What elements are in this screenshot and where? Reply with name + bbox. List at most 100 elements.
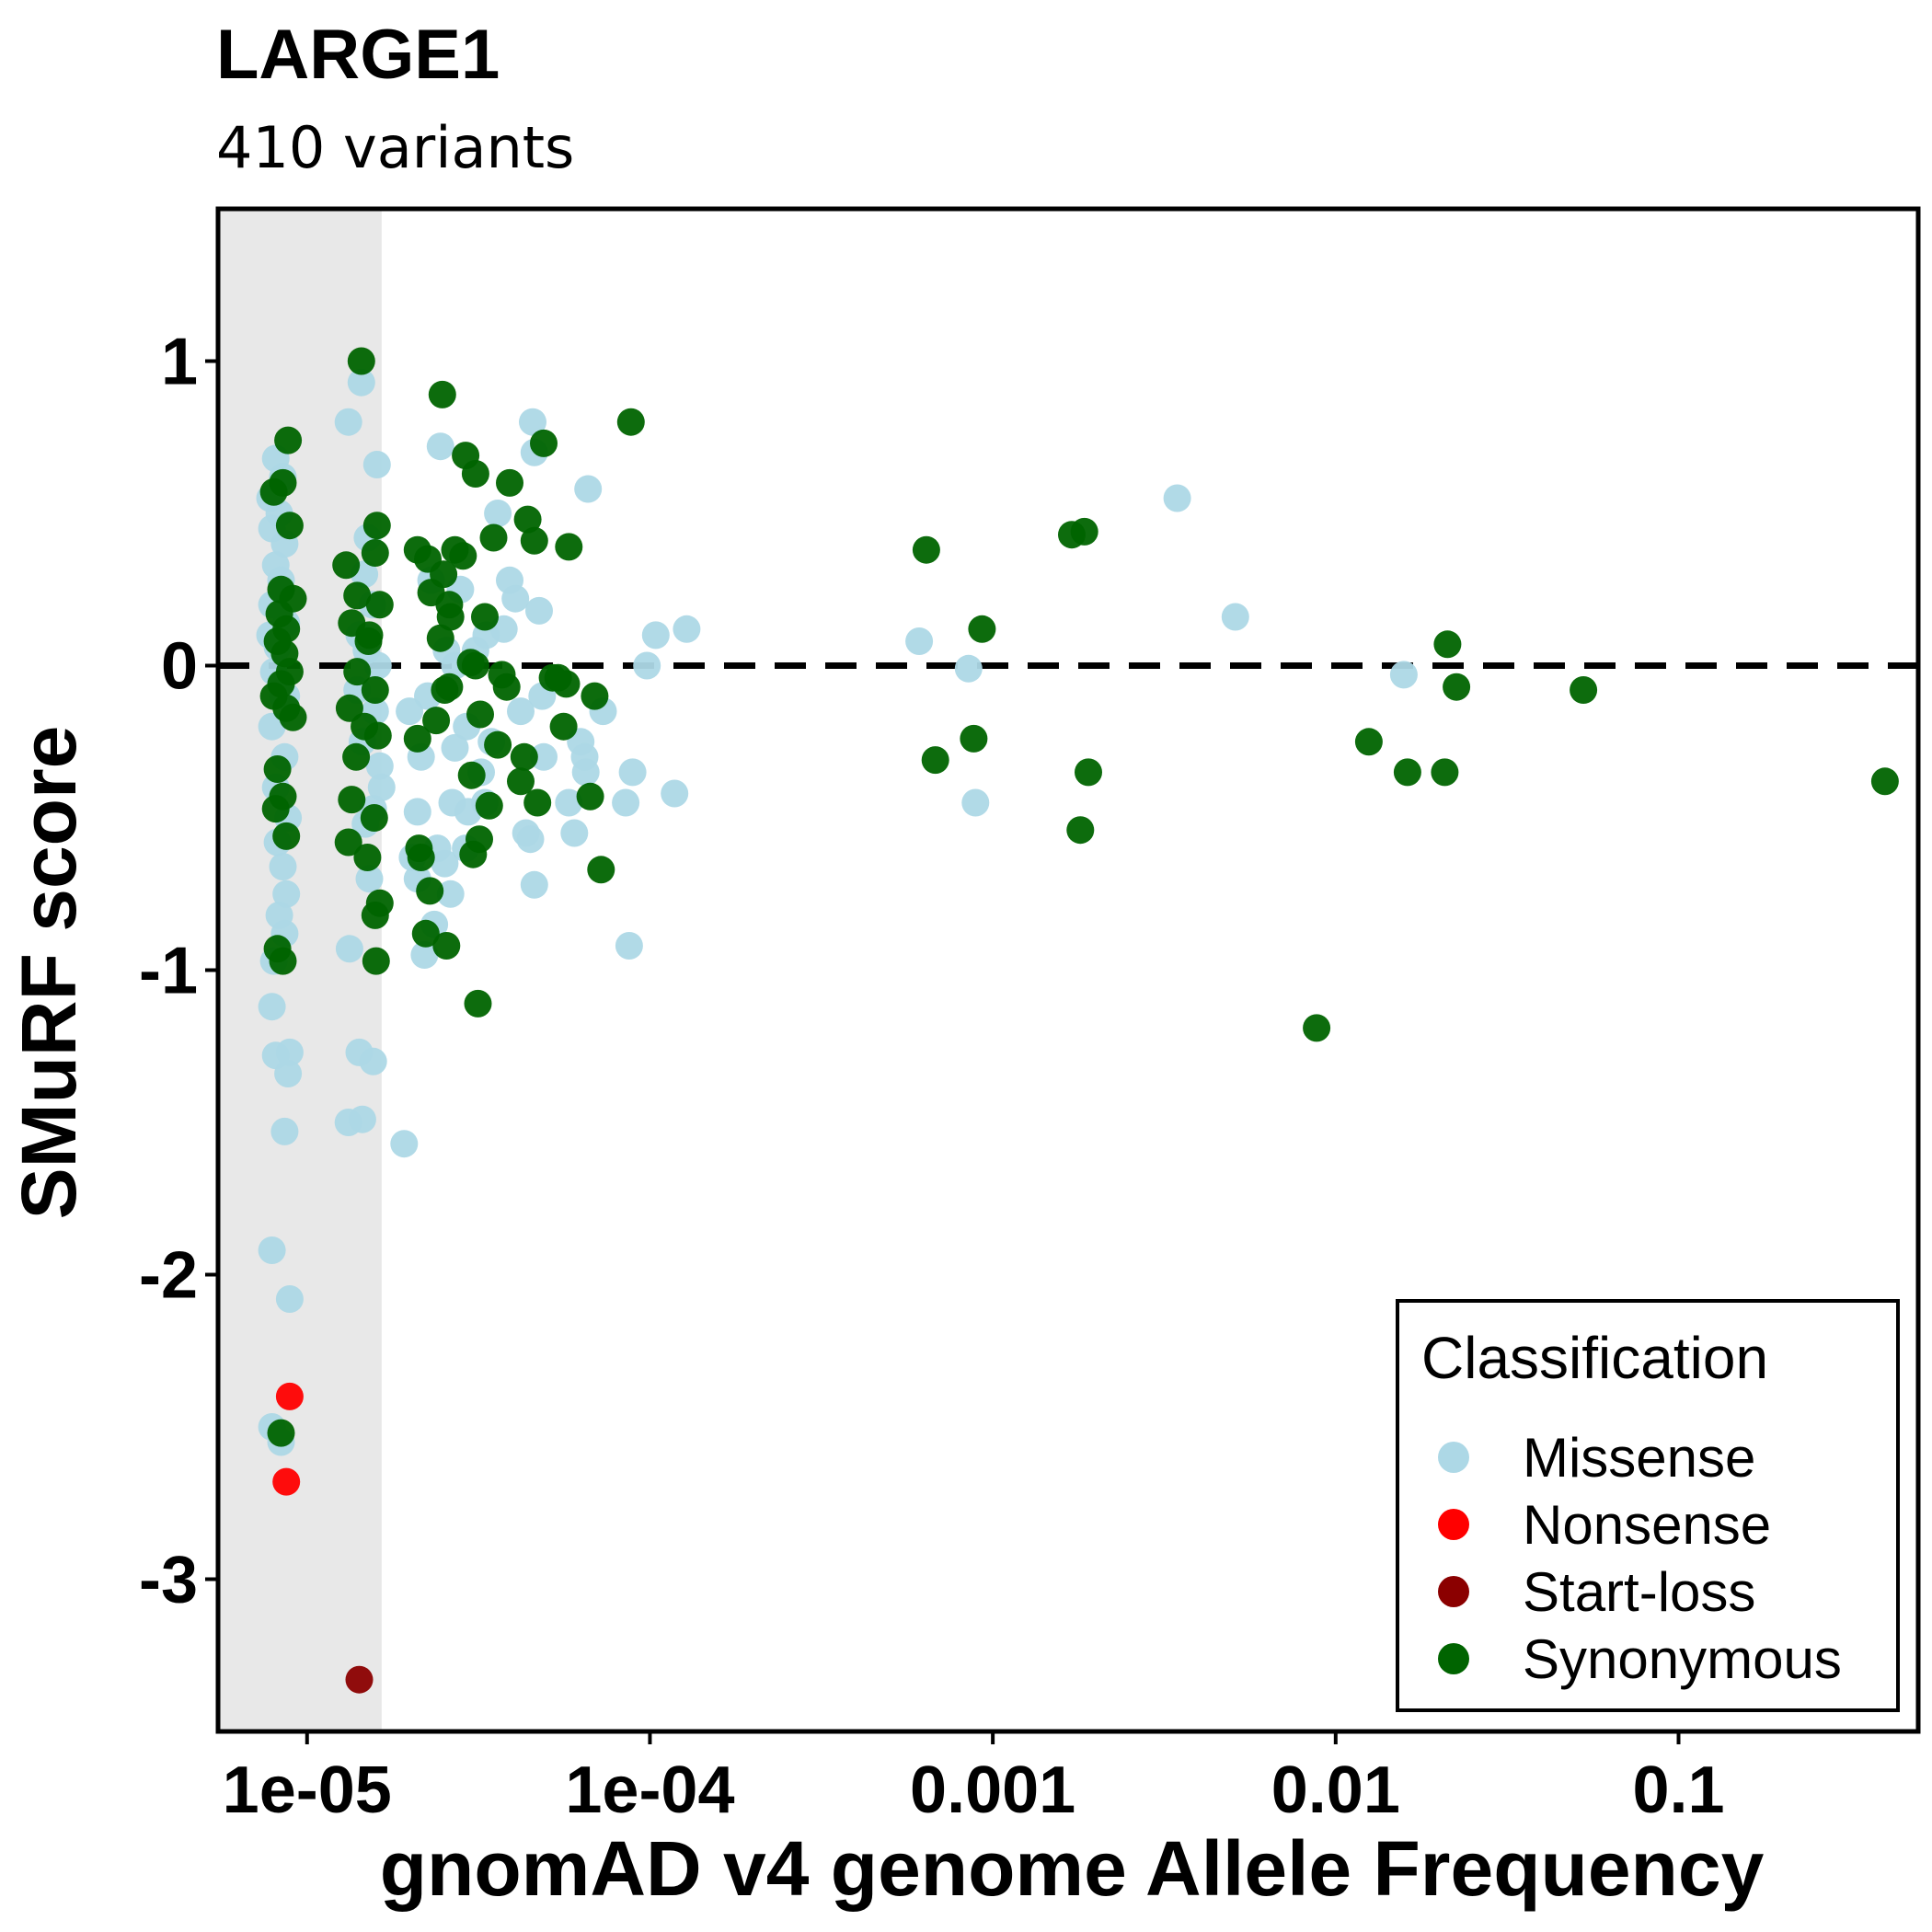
point-missense (516, 825, 545, 854)
point-synonymous (407, 844, 435, 871)
point-missense (574, 475, 603, 503)
point-missense (347, 368, 375, 397)
point-synonymous (457, 761, 486, 789)
point-missense (525, 596, 553, 625)
x-axis-title: gnomAD v4 genome Allele Frequency (380, 1825, 1765, 1912)
point-synonymous (960, 724, 988, 753)
y-tick-label: -2 (139, 1239, 198, 1313)
point-synonymous (261, 795, 290, 823)
point-synonymous (263, 755, 292, 783)
point-start-loss (345, 1665, 374, 1694)
point-synonymous (520, 526, 548, 555)
point-missense (615, 932, 643, 960)
point-missense (270, 1117, 299, 1145)
point-nonsense (275, 1382, 304, 1410)
legend-label: Missense (1523, 1427, 1755, 1489)
point-synonymous (269, 947, 297, 975)
series-missense (256, 368, 1418, 1456)
point-missense (441, 733, 469, 762)
point-synonymous (466, 825, 493, 854)
point-synonymous (968, 615, 996, 643)
point-synonymous (555, 533, 583, 561)
point-synonymous (475, 791, 503, 820)
point-missense (1389, 661, 1418, 689)
point-synonymous (360, 804, 388, 832)
point-missense (348, 1105, 376, 1133)
chart-subtitle: 410 variants (216, 114, 574, 181)
legend-swatch (1438, 1576, 1469, 1607)
point-missense (571, 758, 600, 787)
point-synonymous (342, 742, 371, 771)
point-synonymous (426, 624, 454, 652)
legend-item-synonymous: Synonymous (1438, 1628, 1842, 1690)
x-tick-label: 1e-05 (223, 1754, 392, 1827)
point-missense (365, 752, 394, 780)
point-missense (905, 627, 934, 655)
point-synonymous (365, 591, 394, 619)
point-missense (403, 798, 431, 826)
point-missense (355, 865, 384, 893)
x-tick-label: 0.1 (1632, 1754, 1724, 1827)
point-missense (612, 788, 640, 817)
point-synonymous (576, 782, 604, 811)
point-synonymous (1303, 1014, 1331, 1042)
series-synonymous (259, 347, 1899, 1447)
point-synonymous (361, 676, 389, 704)
legend-item-start-loss: Start-loss (1438, 1561, 1755, 1623)
point-synonymous (461, 651, 489, 680)
point-synonymous (338, 786, 366, 814)
point-missense (1163, 484, 1191, 512)
point-synonymous (523, 788, 552, 817)
point-missense (426, 432, 454, 461)
point-synonymous (411, 919, 440, 948)
legend-item-nonsense: Nonsense (1438, 1494, 1771, 1556)
point-synonymous (1433, 630, 1462, 659)
point-synonymous (428, 380, 456, 408)
point-synonymous (274, 426, 303, 454)
point-synonymous (449, 542, 477, 570)
legend-item-missense: Missense (1438, 1427, 1755, 1489)
point-synonymous (267, 1419, 295, 1447)
point-missense (673, 615, 701, 643)
point-synonymous (403, 724, 431, 753)
point-missense (258, 1236, 286, 1264)
point-synonymous (549, 712, 578, 741)
point-synonymous (259, 477, 288, 506)
legend-title: Classification (1421, 1325, 1768, 1391)
point-nonsense (272, 1467, 301, 1496)
point-synonymous (272, 822, 301, 850)
point-synonymous (416, 877, 444, 905)
point-synonymous (1443, 673, 1471, 701)
chart-title: LARGE1 (216, 16, 500, 94)
low-frequency-shaded-region (218, 209, 382, 1731)
y-tick-label: -3 (139, 1544, 198, 1617)
point-missense (275, 1038, 304, 1066)
point-missense (390, 1130, 419, 1158)
point-synonymous (363, 721, 392, 750)
point-synonymous (921, 746, 949, 775)
point-missense (334, 408, 362, 436)
point-synonymous (362, 947, 390, 975)
point-missense (274, 1060, 303, 1087)
point-synonymous (335, 694, 363, 722)
point-missense (275, 1285, 304, 1313)
point-synonymous (479, 523, 508, 552)
point-synonymous (435, 673, 464, 701)
point-synonymous (361, 901, 389, 929)
legend-box (1396, 1299, 1900, 1712)
point-missense (396, 697, 424, 726)
x-tick-label: 0.001 (910, 1754, 1075, 1827)
point-synonymous (1354, 728, 1383, 756)
point-synonymous (1870, 767, 1899, 796)
point-synonymous (332, 551, 361, 580)
point-missense (661, 779, 689, 808)
point-synonymous (510, 742, 538, 771)
legend-label: Nonsense (1523, 1494, 1771, 1556)
point-synonymous (507, 767, 535, 796)
point-missense (618, 758, 647, 787)
point-missense (1221, 603, 1249, 631)
point-synonymous (530, 429, 558, 457)
point-synonymous (581, 682, 609, 710)
point-missense (560, 819, 589, 847)
